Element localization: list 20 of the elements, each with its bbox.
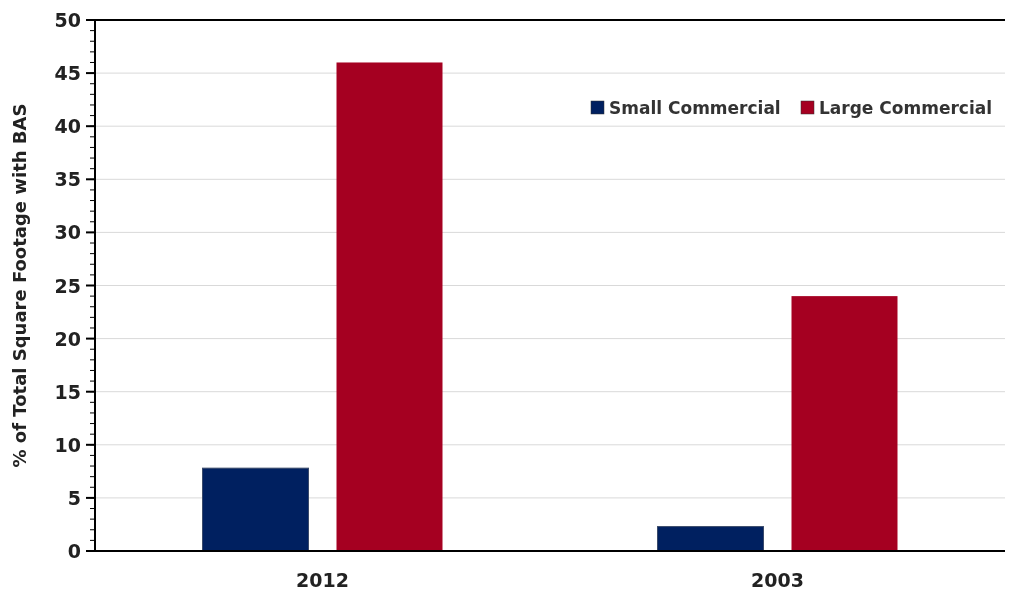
- bar: [202, 467, 309, 552]
- y-tick-label: 15: [54, 380, 81, 403]
- y-tick-label: 20: [54, 327, 81, 350]
- legend-label: Small Commercial: [609, 98, 781, 118]
- bar: [336, 62, 443, 551]
- y-tick-label: 50: [54, 9, 81, 31]
- x-tick-label: 2012: [296, 569, 349, 591]
- y-tick-label: 35: [54, 168, 81, 191]
- y-tick-label: 25: [54, 274, 81, 297]
- y-tick-label: 5: [67, 486, 81, 509]
- y-tick-label: 30: [54, 221, 81, 244]
- legend-label: Large Commercial: [819, 98, 993, 118]
- y-tick-label: 45: [54, 62, 81, 85]
- y-tick-label: 0: [67, 540, 81, 562]
- bar: [791, 296, 898, 551]
- y-tick-label: 40: [54, 115, 81, 138]
- bar: [657, 526, 764, 552]
- x-tick-label: 2003: [751, 569, 804, 591]
- y-tick-label: 10: [54, 433, 81, 456]
- y-axis-title: % of Total Square Footage with BAS: [9, 103, 30, 468]
